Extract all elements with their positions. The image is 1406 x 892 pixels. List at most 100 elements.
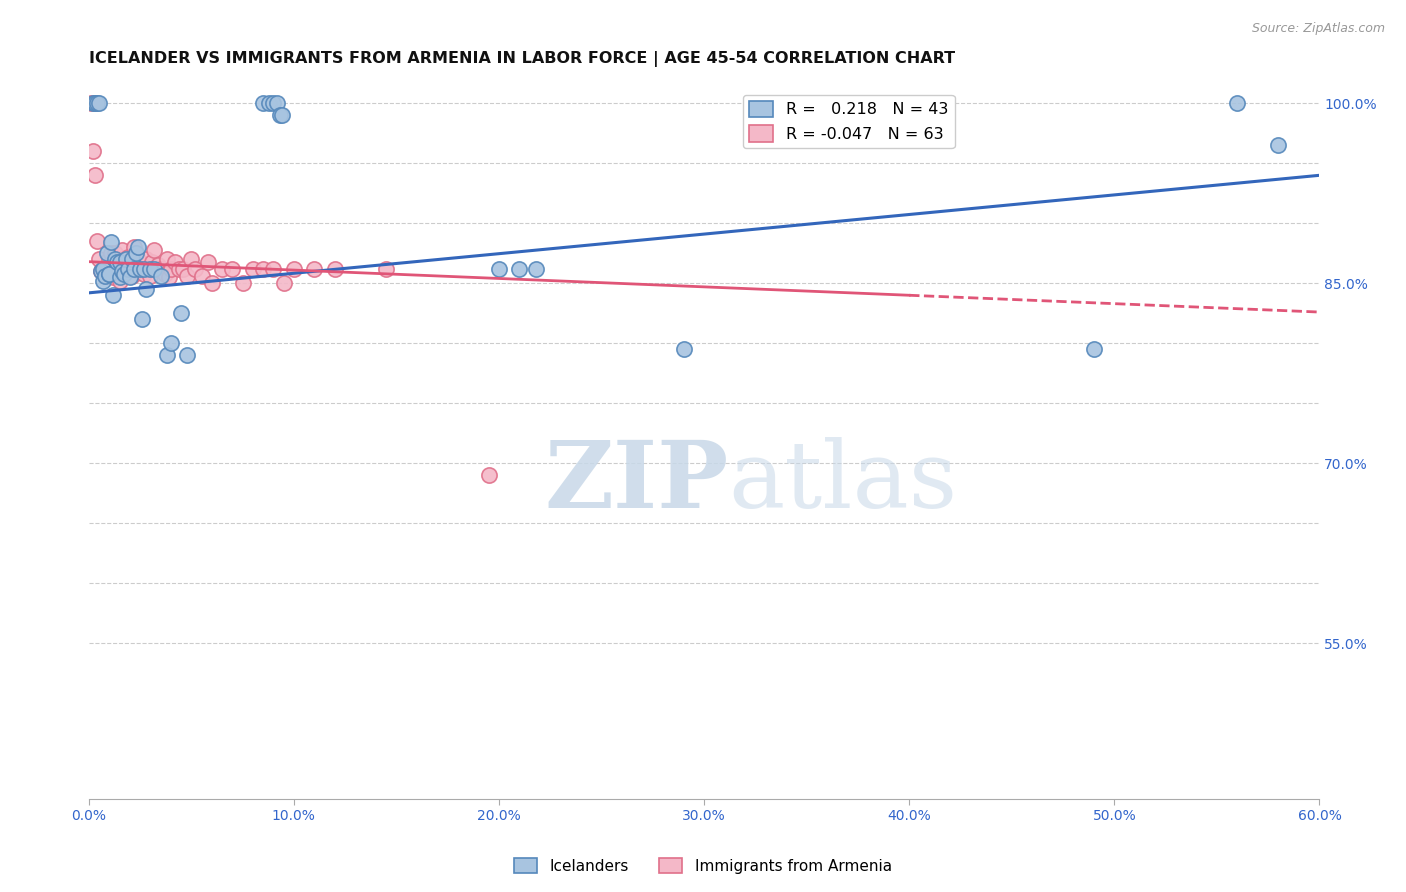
Point (131, 312, 153, 326)
Point (269, 108, 291, 122)
Point (163, 254, 186, 268)
Point (129, 261, 152, 276)
Point (129, 254, 152, 268)
Point (83, 169, 105, 183)
Point (262, 261, 284, 276)
Text: Source: ZipAtlas.com: Source: ZipAtlas.com (1251, 22, 1385, 36)
Point (96, 246, 118, 260)
Point (117, 250, 139, 264)
Point (156, 348, 179, 362)
Point (98, 252, 121, 267)
Point (201, 277, 224, 291)
Point (100, 235, 122, 250)
Point (125, 246, 148, 260)
Point (94, 268, 117, 283)
Point (114, 252, 136, 267)
Point (478, 468, 501, 483)
Point (131, 261, 153, 276)
Point (252, 261, 274, 276)
Point (143, 243, 166, 257)
Legend: Icelanders, Immigrants from Armenia: Icelanders, Immigrants from Armenia (508, 852, 898, 880)
Point (159, 261, 181, 276)
Point (672, 343, 695, 357)
Text: ZIP: ZIP (544, 437, 728, 527)
Point (80, 96, 103, 111)
Point (121, 268, 143, 283)
Point (252, 96, 274, 111)
Point (139, 261, 162, 276)
Point (108, 252, 131, 267)
Point (83, 96, 105, 111)
Point (134, 267, 156, 281)
Point (176, 268, 198, 283)
Point (304, 261, 326, 276)
Point (190, 268, 212, 283)
Point (266, 96, 288, 111)
Point (283, 261, 305, 276)
Point (108, 270, 131, 285)
Point (257, 96, 280, 111)
Point (135, 282, 157, 296)
Text: atlas: atlas (728, 437, 957, 527)
Point (508, 261, 530, 276)
Point (135, 252, 157, 267)
Point (86, 96, 108, 111)
Point (86, 234, 108, 248)
Point (270, 108, 292, 122)
Point (121, 252, 143, 267)
Point (100, 246, 122, 260)
Point (127, 264, 149, 278)
Point (1267, 138, 1289, 153)
Point (117, 261, 139, 276)
Point (242, 261, 264, 276)
Point (145, 261, 167, 276)
Point (262, 96, 284, 111)
Point (82, 96, 104, 111)
Point (103, 270, 125, 285)
Point (104, 246, 127, 260)
Point (134, 261, 156, 276)
Point (157, 270, 180, 285)
Point (232, 277, 254, 291)
Point (211, 261, 233, 276)
Point (136, 261, 159, 276)
Point (176, 348, 198, 362)
Point (91, 261, 114, 276)
Point (149, 268, 172, 283)
Point (148, 258, 170, 272)
Point (108, 274, 131, 288)
Point (110, 264, 132, 278)
Point (375, 261, 398, 276)
Point (221, 261, 243, 276)
Point (167, 261, 190, 276)
Point (107, 261, 129, 276)
Point (96, 267, 118, 281)
Point (156, 252, 179, 267)
Point (152, 264, 174, 278)
Point (139, 268, 162, 283)
Point (180, 252, 202, 267)
Point (323, 261, 346, 276)
Point (112, 267, 135, 281)
Point (91, 274, 114, 288)
Point (98, 267, 121, 281)
Point (82, 145, 104, 159)
Point (172, 261, 194, 276)
Point (108, 254, 131, 268)
Point (112, 264, 135, 278)
Point (524, 261, 547, 276)
Point (114, 252, 136, 267)
Point (98, 267, 121, 281)
Point (90, 264, 112, 278)
Point (1226, 96, 1249, 111)
Text: ICELANDER VS IMMIGRANTS FROM ARMENIA IN LABOR FORCE | AGE 45-54 CORRELATION CHAR: ICELANDER VS IMMIGRANTS FROM ARMENIA IN … (89, 51, 955, 67)
Point (110, 243, 132, 257)
Point (118, 261, 141, 276)
Legend: R =   0.218   N = 43, R = -0.047   N = 63: R = 0.218 N = 43, R = -0.047 N = 63 (742, 95, 955, 148)
Point (1083, 343, 1105, 357)
Point (149, 261, 172, 276)
Point (159, 336, 181, 351)
Point (488, 261, 510, 276)
Point (273, 277, 295, 291)
Point (170, 306, 193, 320)
